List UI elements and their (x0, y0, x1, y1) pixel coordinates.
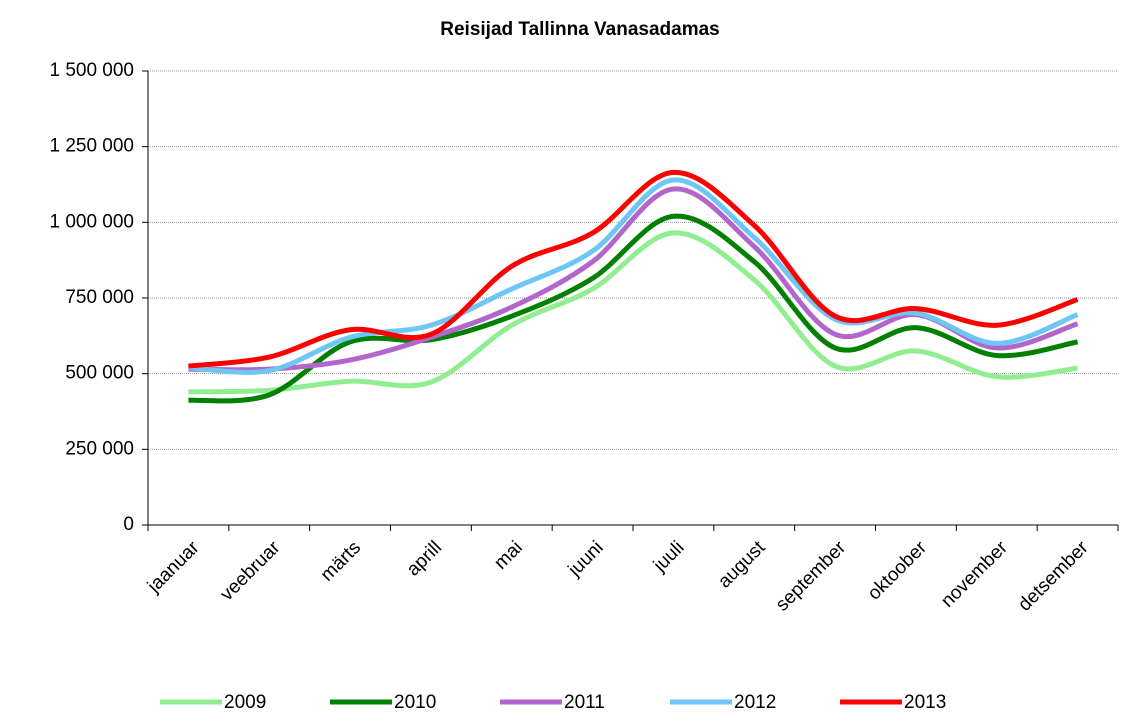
legend-label: 2010 (394, 692, 436, 713)
chart-title: Reisijad Tallinna Vanasadamas (440, 19, 720, 40)
legend-label: 2012 (734, 692, 776, 713)
series-line (188, 186, 1079, 373)
y-tick-label: 750 000 (65, 287, 134, 308)
legend-label: 2011 (564, 692, 605, 713)
series-line (188, 213, 1079, 404)
series-line (188, 177, 1079, 375)
series-line (188, 230, 1078, 395)
y-tick-label: 1 500 000 (49, 60, 134, 81)
x-tick-label: august (714, 537, 770, 593)
legend-label: 2009 (224, 692, 266, 713)
y-tick-label: 500 000 (65, 363, 134, 384)
x-tick-label: oktoober (864, 537, 932, 605)
y-tick-label: 1 000 000 (49, 211, 134, 232)
x-tick-label: juuli (649, 537, 688, 576)
y-tick-label: 1 250 000 (49, 136, 134, 157)
x-tick-label: mai (490, 537, 527, 574)
x-tick-label: juuni (564, 537, 608, 581)
x-tick-label: september (772, 537, 851, 616)
x-tick-label: märts (317, 537, 365, 585)
legend-label: 2013 (904, 692, 946, 713)
x-tick-label: aprill (403, 537, 446, 580)
x-tick-label: detsember (1014, 537, 1093, 616)
x-tick-label: november (937, 537, 1012, 612)
y-tick-label: 0 (123, 514, 134, 535)
x-tick-label: veebruar (216, 537, 284, 605)
y-tick-label: 250 000 (65, 438, 134, 459)
series-line (188, 169, 1079, 369)
x-tick-label: jaanuar (143, 537, 204, 598)
